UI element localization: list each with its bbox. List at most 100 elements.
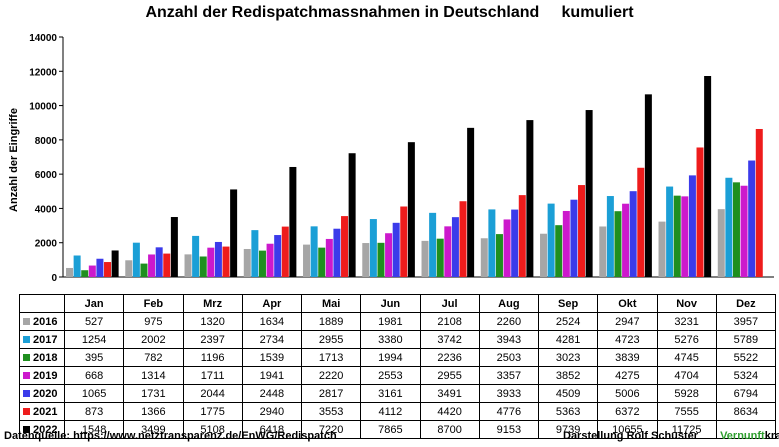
bar-2022-Nov [704,76,712,277]
bar-2022-Jun [407,142,415,277]
bar-2017-Jun [369,219,377,277]
table-cell: 4704 [656,366,717,385]
author-credit: Darstellung Rolf Schuster Vernunftkraft [563,430,779,442]
legend-swatch [23,353,30,361]
bar-2021-Aug [518,195,526,277]
bar-2019-Apr [266,243,274,277]
table-row: 2022 1548 3499 5108 6418 7220 7865 8700 9153 9739… [19,420,777,439]
table-cell: 395 [63,348,125,367]
table-cell: 1065 [63,384,125,403]
author-text: Darstellung Rolf Schuster [563,430,699,442]
month-header: Mrz [182,294,243,313]
bar-2020-Jan [96,258,104,277]
bar-2016-Apr [243,248,251,277]
bar-2021-Okt [637,167,645,277]
table-cell: 3357 [478,366,540,385]
series-label: 2021 [19,402,65,421]
bar-2018-Okt [614,211,622,277]
table-cell: 5276 [656,330,717,349]
table-cell: 8634 [715,402,777,421]
table-cell: 1314 [123,366,184,385]
series-label: 2019 [19,366,65,385]
bar-2017-Jul [429,212,437,277]
series-name: 2016 [33,315,58,328]
table-cell: 5324 [715,366,777,385]
bar-2018-Sep [555,225,563,277]
bar-2017-Jan [73,255,81,277]
month-header: Nov [656,294,717,313]
table-cell: 10655 [597,420,658,439]
table-cell: 4275 [597,366,658,385]
table-corner [19,294,65,313]
table-cell: 1711 [182,366,243,385]
y-tick-label: 10000 [29,102,57,113]
series-label: 2020 [19,384,65,403]
month-header: Okt [597,294,658,313]
bar-2021-Sep [578,185,586,277]
bar-2022-Sep [585,110,593,277]
y-tick-label: 12000 [29,67,57,78]
table-cell: 782 [123,348,184,367]
bar-2018-Mrz [199,256,207,277]
bar-2016-Dez [717,209,725,277]
table-cell: 1254 [63,330,125,349]
table-cell: 3943 [478,330,540,349]
month-header: Jul [419,294,480,313]
bar-2016-Sep [540,233,548,277]
table-cell: 1366 [123,402,184,421]
table-cell: 2236 [419,348,480,367]
table-cell: 2397 [182,330,243,349]
bar-2017-Dez [725,177,733,277]
bar-2020-Sep [570,199,578,277]
brand-name-part2: kraft [764,430,779,442]
table-cell: 4281 [537,330,599,349]
table-cell [715,420,777,439]
table-cell: 2220 [300,366,362,385]
table-row: 2021 873 1366 1775 2940 3553 4112 4420 4776 5363 6… [19,402,777,421]
legend-swatch [23,371,30,379]
bar-2018-Nov [673,195,681,277]
bar-2016-Feb [125,260,133,277]
series-label: 2018 [19,348,65,367]
table-cell: 7220 [300,420,362,439]
bar-2021-Dez [755,128,763,277]
month-header: Aug [478,294,540,313]
bar-2020-Dez [748,160,756,277]
table-cell: 1320 [182,312,243,331]
table-row: 2019 668 1314 1711 1941 2220 2553 2955 3357 3852 4… [19,366,777,385]
table-cell: 1539 [241,348,303,367]
table-cell: 2260 [478,312,540,331]
y-tick-label: 6000 [35,170,58,181]
bar-2021-Nov [696,147,704,277]
table-row: 2020 1065 1731 2044 2448 2817 3161 3491 3933 4509… [19,384,777,403]
table-cell: 1775 [182,402,243,421]
bar-2020-Mai [333,228,341,277]
table-cell: 5522 [715,348,777,367]
table-row: 2017 1254 2002 2397 2734 2955 3380 3742 3943 4281… [19,330,777,349]
table-cell: 3231 [656,312,717,331]
table-cell: 2947 [597,312,658,331]
bar-2019-Feb [148,254,156,277]
table-cell: 3499 [123,420,184,439]
table-header-row: Jan Feb Mrz Apr Mai Jun Jul Aug Sep Okt Nov Dez [19,294,777,313]
table-cell: 6794 [715,384,777,403]
table-cell: 2955 [419,366,480,385]
bar-2019-Sep [562,210,570,277]
table-cell: 2817 [300,384,362,403]
y-axis-label: Anzahl der Eingriffe [8,108,20,212]
bar-2016-Jan [66,267,74,277]
bar-2019-Nov [681,196,689,277]
legend-swatch [23,425,30,433]
table-cell: 2044 [182,384,243,403]
bar-2017-Nov [666,186,674,277]
bar-2018-Apr [258,250,266,277]
table-cell: 1196 [182,348,243,367]
y-tick-label: 0 [51,273,57,284]
bar-2020-Mrz [214,241,222,277]
bar-2017-Sep [547,203,555,277]
month-header: Mai [300,294,362,313]
table-cell: 3839 [597,348,658,367]
table-cell: 668 [63,366,125,385]
bar-2018-Aug [495,234,503,277]
y-tick-label: 8000 [35,136,58,147]
